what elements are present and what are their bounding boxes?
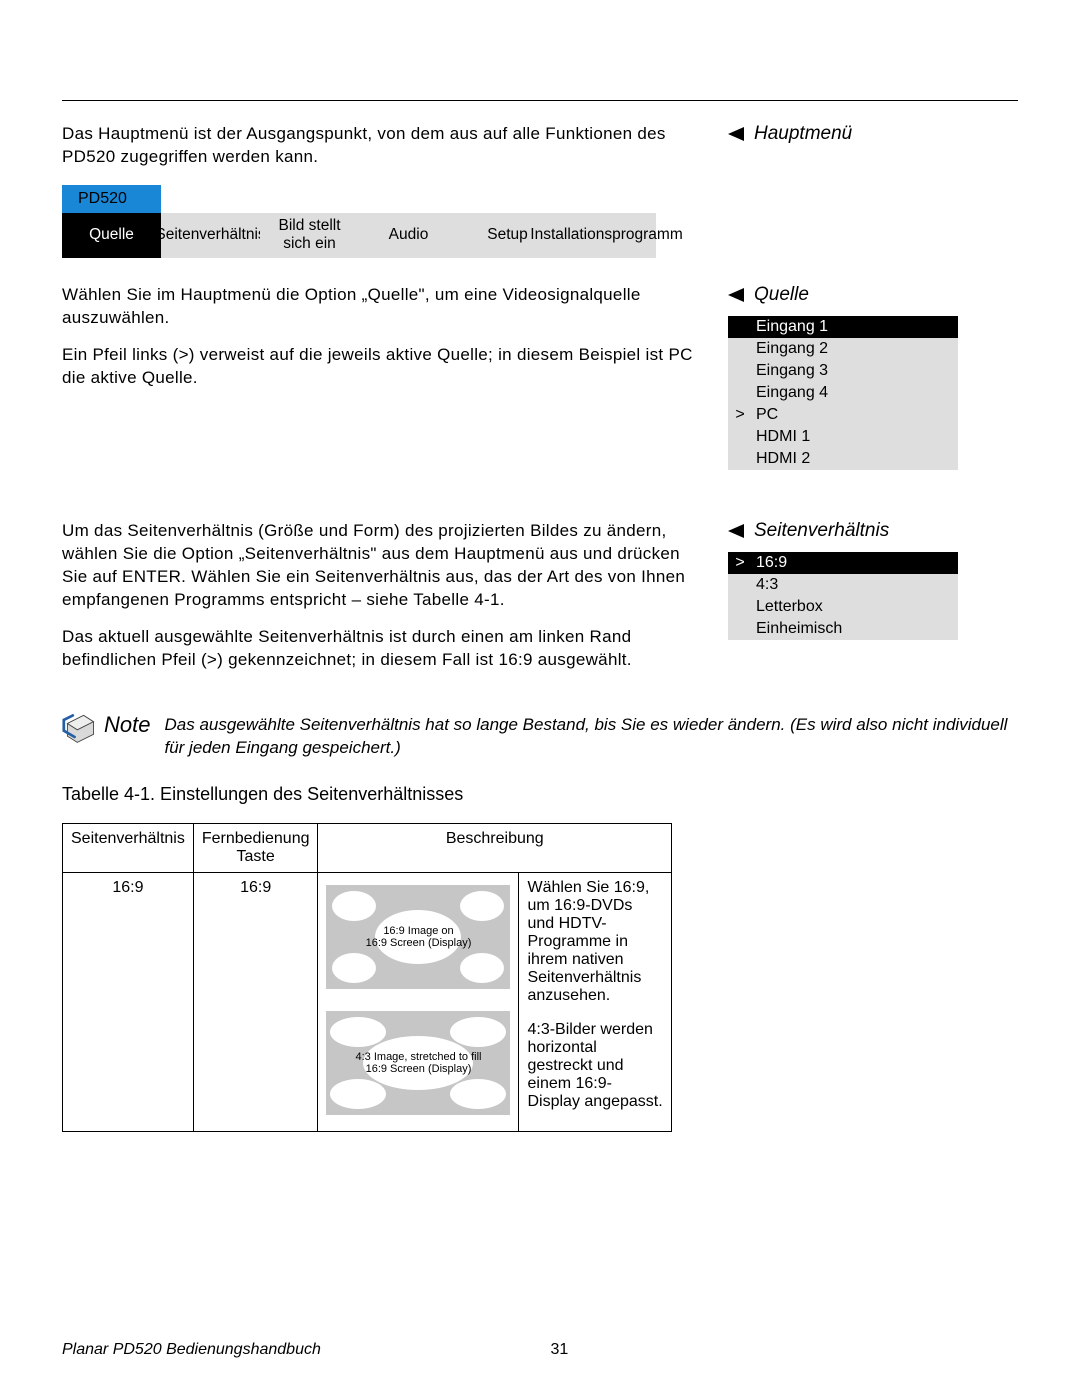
active-indicator	[728, 450, 752, 468]
menubar-item: Quelle	[62, 213, 161, 258]
active-indicator	[728, 362, 752, 380]
list-item: >PC	[728, 404, 958, 426]
active-indicator: >	[728, 554, 752, 572]
list-item-label: 16:9	[752, 554, 952, 572]
active-indicator	[728, 598, 752, 616]
cell-desc-1: Wählen Sie 16:9, um 16:9-DVDs und HDTV-P…	[519, 872, 672, 1011]
diagram2-cap-l1: 4:3 Image, stretched to fill	[356, 1051, 482, 1063]
note-block: Note Das ausgewählte Seitenverhältnis ha…	[62, 712, 1018, 760]
list-item: 4:3	[728, 574, 958, 596]
heading-sv-label: Seitenverhältnis	[754, 520, 889, 542]
list-item: Eingang 3	[728, 360, 958, 382]
active-indicator: >	[728, 406, 752, 424]
cell-button: 16:9	[193, 872, 318, 1131]
cell-diagram-1: 16:9 Image on 16:9 Screen (Display)	[318, 872, 519, 1011]
diagram2-cap-l2: 16:9 Screen (Display)	[366, 1063, 472, 1075]
note-icon	[62, 712, 98, 750]
section-quelle: Wählen Sie im Hauptmenü die Option „Quel…	[62, 284, 1018, 470]
heading-quelle: Quelle	[728, 284, 1018, 306]
list-item: HDMI 1	[728, 426, 958, 448]
cell-aspect: 16:9	[63, 872, 194, 1131]
diagram1-cap-l1: 16:9 Image on	[383, 925, 453, 937]
menubar-title: PD520	[62, 185, 161, 213]
list-item-label: HDMI 1	[752, 428, 952, 446]
sv-p1: Um das Seitenverhältnis (Größe und Form)…	[62, 520, 700, 612]
heading-hauptmenu: Hauptmenü	[728, 123, 1018, 145]
main-menu-bar: PD520 QuelleSeitenverhältnisBild stellt …	[62, 185, 700, 258]
active-indicator	[728, 428, 752, 446]
top-rule	[62, 100, 1018, 101]
diagram1-cap-l2: 16:9 Screen (Display)	[366, 937, 472, 949]
menubar-item: Seitenverhältnis	[161, 213, 260, 258]
cell-diagram-2: 4:3 Image, stretched to fill 16:9 Screen…	[318, 1011, 519, 1132]
page-footer: Planar PD520 Bedienungshandbuch 31	[62, 1341, 1018, 1359]
quelle-p2: Ein Pfeil links (>) verweist auf die jew…	[62, 344, 700, 390]
menubar-item: Installationsprogramm	[557, 213, 656, 258]
list-item-label: Eingang 2	[752, 340, 952, 358]
list-item-label: 4:3	[752, 576, 952, 594]
th-button: Fernbedienung Taste	[193, 823, 318, 872]
active-indicator	[728, 576, 752, 594]
triangle-left-icon	[728, 524, 744, 538]
section-seitenverhaltnis: Um das Seitenverhältnis (Größe und Form)…	[62, 520, 1018, 686]
section-hauptmenu: Das Hauptmenü ist der Ausgangspunkt, von…	[62, 123, 1018, 276]
list-item-label: HDMI 2	[752, 450, 952, 468]
list-item: Eingang 4	[728, 382, 958, 404]
table-caption: Tabelle 4-1. Einstellungen des Seitenver…	[62, 784, 1018, 805]
list-item: >16:9	[728, 552, 958, 574]
th-aspect: Seitenverhältnis	[63, 823, 194, 872]
triangle-left-icon	[728, 288, 744, 302]
list-item-label: Eingang 1	[752, 318, 952, 336]
note-text: Das ausgewählte Seitenverhältnis hat so …	[164, 712, 1018, 760]
cell-desc-2: 4:3-Bilder werden horizontal gestreckt u…	[519, 1011, 672, 1132]
active-indicator	[728, 620, 752, 638]
aspect-table: Seitenverhältnis Fernbedienung Taste Bes…	[62, 823, 672, 1132]
menubar-item: Audio	[359, 213, 458, 258]
active-indicator	[728, 384, 752, 402]
footer-book: Planar PD520 Bedienungshandbuch	[62, 1341, 321, 1359]
list-item-label: Einheimisch	[752, 620, 952, 638]
sv-list: >16:9 4:3 Letterbox Einheimisch	[728, 552, 958, 640]
footer-page-number: 31	[551, 1341, 569, 1359]
list-item-label: Letterbox	[752, 598, 952, 616]
triangle-left-icon	[728, 127, 744, 141]
list-item: Einheimisch	[728, 618, 958, 640]
list-item: Letterbox	[728, 596, 958, 618]
th-desc: Beschreibung	[318, 823, 672, 872]
list-item-label: PC	[752, 406, 952, 424]
quelle-list: Eingang 1Eingang 2Eingang 3Eingang 4>PCH…	[728, 316, 958, 470]
active-indicator	[728, 340, 752, 358]
note-label: Note	[104, 712, 150, 738]
aspect-diagram-4-3-stretched: 4:3 Image, stretched to fill 16:9 Screen…	[326, 1011, 510, 1115]
quelle-p1: Wählen Sie im Hauptmenü die Option „Quel…	[62, 284, 700, 330]
list-item: HDMI 2	[728, 448, 958, 470]
intro-text: Das Hauptmenü ist der Ausgangspunkt, von…	[62, 123, 700, 169]
list-item: Eingang 1	[728, 316, 958, 338]
list-item-label: Eingang 4	[752, 384, 952, 402]
heading-hauptmenu-label: Hauptmenü	[754, 123, 852, 145]
heading-quelle-label: Quelle	[754, 284, 809, 306]
list-item-label: Eingang 3	[752, 362, 952, 380]
menubar-item: Bild stellt sich ein	[260, 213, 359, 258]
sv-p2: Das aktuell ausgewählte Seitenverhältnis…	[62, 626, 700, 672]
list-item: Eingang 2	[728, 338, 958, 360]
heading-sv: Seitenverhältnis	[728, 520, 1018, 542]
active-indicator	[728, 318, 752, 336]
aspect-diagram-16-9: 16:9 Image on 16:9 Screen (Display)	[326, 885, 510, 989]
